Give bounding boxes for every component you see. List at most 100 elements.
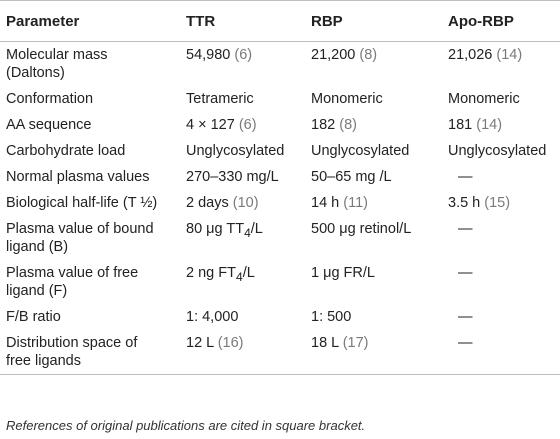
cell-apo: — xyxy=(442,330,560,375)
parameter-line: Molecular mass xyxy=(6,47,108,63)
reference-citation: (6) xyxy=(238,117,257,133)
cell-parameter: Normal plasma values xyxy=(0,164,180,190)
cell-ttr: 12 L (16) xyxy=(180,330,305,375)
cell-ttr: Unglycosylated xyxy=(180,138,305,164)
cell-value: — xyxy=(458,309,473,325)
cell-ttr: 54,980 (6) xyxy=(180,42,305,87)
cell-rbp: 1 μg FR/L xyxy=(305,260,442,304)
parameter-line: Biological half-life (T ½) xyxy=(6,195,158,211)
cell-value: — xyxy=(458,221,473,237)
cell-parameter: Plasma value of bound ligand (B) xyxy=(0,216,180,260)
header-rbp: RBP xyxy=(305,0,442,42)
cell-apo: — xyxy=(442,216,560,260)
cell-apo: — xyxy=(442,164,560,190)
cell-apo: Monomeric xyxy=(442,86,560,112)
cell-value: Unglycosylated xyxy=(186,143,285,159)
reference-citation: (8) xyxy=(339,117,357,133)
reference-citation: (10) xyxy=(232,195,259,211)
cell-apo: 181 (14) xyxy=(442,112,560,138)
cell-apo: — xyxy=(442,304,560,330)
cell-parameter: Conformation xyxy=(0,86,180,112)
table-row: Normal plasma values 270–330 mg/L 50–65 mg… xyxy=(0,164,560,190)
cell-value: 14 h xyxy=(311,195,344,211)
reference-citation: (14) xyxy=(496,47,523,63)
cell-parameter: Molecular mass (Daltons) xyxy=(0,42,180,87)
cell-value: Unglycosylated xyxy=(311,143,410,159)
cell-value: — xyxy=(458,335,473,351)
cell-ttr: 270–330 mg/L xyxy=(180,164,305,190)
cell-value: Monomeric xyxy=(448,91,520,107)
cell-apo: — xyxy=(442,260,560,304)
table-row: Molecular mass (Daltons) 54,980 (6) 21,200 … xyxy=(0,42,560,87)
cell-parameter: AA sequence xyxy=(0,112,180,138)
reference-citation: (11) xyxy=(343,195,368,211)
reference-citation: (16) xyxy=(217,335,244,351)
cell-ttr: 80 μg TT4/L xyxy=(180,216,305,260)
parameter-line: AA sequence xyxy=(6,117,92,133)
cell-value: 80 μg TT xyxy=(186,221,245,237)
table-row: Plasma value of free ligand (F) 2 ng FT4/L… xyxy=(0,260,560,304)
parameter-line: Distribution space of xyxy=(6,335,138,351)
cell-ttr: 2 days (10) xyxy=(180,190,305,216)
cell-value: Monomeric xyxy=(311,91,383,107)
cell-value: 500 μg retinol/L xyxy=(311,221,412,237)
cell-rbp: 1: 500 xyxy=(305,304,442,330)
cell-value: 1: 500 xyxy=(311,309,352,325)
cell-rbp: 182 (8) xyxy=(305,112,442,138)
parameter-line: Plasma value of bound xyxy=(6,221,154,237)
cell-parameter: Distribution space of free ligands xyxy=(0,330,180,375)
cell-value: — xyxy=(458,169,473,185)
reference-citation: (15) xyxy=(484,195,511,211)
table-row: F/B ratio 1: 4,000 1: 500 — xyxy=(0,304,560,330)
parameter-line: Plasma value of free xyxy=(6,265,139,281)
cell-value: 12 L xyxy=(186,335,218,351)
cell-apo: Unglycosylated xyxy=(442,138,560,164)
parameter-line: Conformation xyxy=(6,91,94,107)
cell-rbp: Monomeric xyxy=(305,86,442,112)
cell-value: 54,980 xyxy=(186,47,235,63)
cell-value: 270–330 mg/L xyxy=(186,169,279,185)
table-row: Carbohydrate load Unglycosylated Unglycosy… xyxy=(0,138,560,164)
cell-value: 4 × 127 xyxy=(186,117,239,133)
cell-rbp: Unglycosylated xyxy=(305,138,442,164)
header-parameter: Parameter xyxy=(0,0,180,42)
cell-ttr: 1: 4,000 xyxy=(180,304,305,330)
parameter-line: Normal plasma values xyxy=(6,169,150,185)
cell-value: 50–65 mg /L xyxy=(311,169,392,185)
parameter-line: F/B ratio xyxy=(6,309,61,325)
table-row: Plasma value of bound ligand (B) 80 μg TT4… xyxy=(0,216,560,260)
cell-value: 2 ng FT xyxy=(186,265,236,281)
header-apo-rbp: Apo-RBP xyxy=(442,0,560,42)
cell-ttr: 2 ng FT4/L xyxy=(180,260,305,304)
cell-parameter: Carbohydrate load xyxy=(0,138,180,164)
cell-ttr: 4 × 127 (6) xyxy=(180,112,305,138)
table-row: Conformation Tetrameric Monomeric Monomeric xyxy=(0,86,560,112)
table-row: Biological half-life (T ½) 2 days (10) 14 … xyxy=(0,190,560,216)
table-row: AA sequence 4 × 127 (6) 182 (8) 181 (14) xyxy=(0,112,560,138)
cell-rbp: 50–65 mg /L xyxy=(305,164,442,190)
cell-value: — xyxy=(458,265,473,281)
cell-value: 1: 4,000 xyxy=(186,309,239,325)
parameter-line: Carbohydrate load xyxy=(6,143,126,159)
reference-citation: (8) xyxy=(359,47,378,63)
cell-value-suffix: /L xyxy=(250,221,263,237)
cell-value: 2 days xyxy=(186,195,233,211)
table-body: Molecular mass (Daltons) 54,980 (6) 21,200 … xyxy=(0,42,560,375)
cell-value: 21,026 xyxy=(448,47,497,63)
table-footnote: References of original publications are … xyxy=(6,418,366,433)
cell-apo: 3.5 h (15) xyxy=(442,190,560,216)
parameter-line: free ligands xyxy=(6,353,81,369)
cell-value: 181 xyxy=(448,117,477,133)
table-row: Distribution space of free ligands 12 L (1… xyxy=(0,330,560,375)
reference-citation: (14) xyxy=(476,117,503,133)
cell-value: 18 L xyxy=(311,335,343,351)
cell-parameter: Plasma value of free ligand (F) xyxy=(0,260,180,304)
cell-value-suffix: /L xyxy=(242,265,255,281)
cell-rbp: 14 h (11) xyxy=(305,190,442,216)
cell-rbp: 18 L (17) xyxy=(305,330,442,375)
cell-value: 3.5 h xyxy=(448,195,485,211)
reference-citation: (17) xyxy=(342,335,369,351)
parameter-line: (Daltons) xyxy=(6,65,65,81)
data-table: Parameter TTR RBP Apo-RBP Molecular mass… xyxy=(0,0,560,375)
